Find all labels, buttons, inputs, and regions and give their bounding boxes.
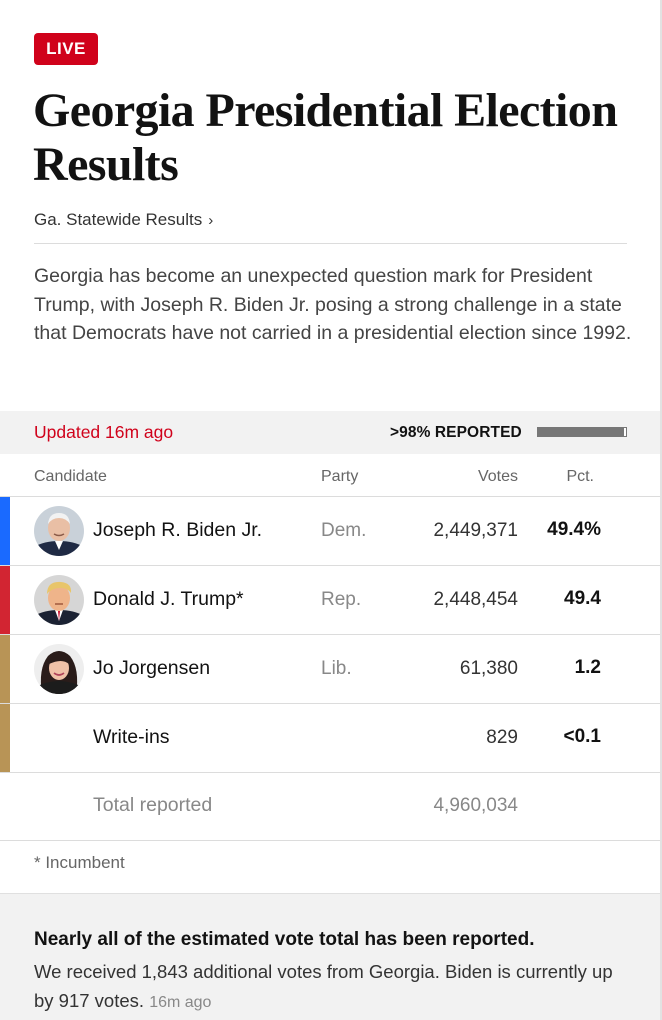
reporting-progress-bar [537, 427, 627, 437]
candidate-pct: 49.4 [564, 588, 601, 609]
total-label: Total reported [93, 794, 213, 816]
results-table-header: Candidate Party Votes Pct. [0, 455, 660, 497]
trump-photo-icon [34, 575, 84, 625]
status-bar: Updated 16m ago >98% REPORTED [0, 411, 660, 454]
chevron-right-icon: › [208, 211, 214, 229]
candidate-party: Lib. [321, 658, 352, 679]
update-timestamp: 16m ago [149, 994, 212, 1011]
candidate-party: Rep. [321, 589, 362, 610]
updated-timestamp: Updated 16m ago [34, 422, 174, 442]
candidate-pct: <0.1 [563, 726, 601, 747]
breadcrumb-label: Ga. Statewide Results [34, 210, 203, 229]
candidate-name: Jo Jorgensen [93, 657, 211, 679]
update-box: Nearly all of the estimated vote total h… [0, 893, 660, 1020]
column-header-pct: Pct. [566, 468, 594, 485]
jorgensen-photo-icon [34, 644, 84, 694]
party-color-strip [0, 566, 10, 634]
breadcrumb-link[interactable]: Ga. Statewide Results › [34, 210, 213, 230]
table-row: Write-ins 829 <0.1 [0, 704, 660, 773]
avatar [34, 644, 84, 694]
update-body: We received 1,843 additional votes from … [34, 957, 624, 1017]
reporting-progress-fill [538, 428, 625, 436]
summary-text: Georgia has become an unexpected questio… [34, 265, 632, 344]
candidate-name: Donald J. Trump* [93, 588, 244, 610]
page-edge-divider [660, 0, 662, 1020]
candidate-party: Dem. [321, 520, 367, 541]
column-header-party: Party [321, 468, 359, 485]
party-color-strip [0, 704, 10, 772]
section-divider [34, 243, 627, 244]
candidate-name: Joseph R. Biden Jr. [93, 519, 263, 541]
table-row: Joseph R. Biden Jr. Dem. 2,449,371 49.4% [0, 497, 660, 566]
candidate-votes: 2,448,454 [433, 589, 518, 610]
update-title: Nearly all of the estimated vote total h… [34, 929, 535, 950]
table-row: Donald J. Trump* Rep. 2,448,454 49.4 [0, 566, 660, 635]
column-header-votes: Votes [477, 468, 518, 485]
reported-label: >98% REPORTED [390, 424, 522, 441]
candidate-name: Write-ins [93, 726, 170, 748]
table-row: Jo Jorgensen Lib. 61,380 1.2 [0, 635, 660, 704]
avatar [34, 506, 84, 556]
candidate-votes: 829 [486, 727, 518, 748]
page-title: Georgia Presidential Election Results [33, 84, 618, 191]
candidate-votes: 61,380 [459, 658, 518, 679]
avatar [34, 575, 84, 625]
incumbent-footnote: * Incumbent [34, 853, 125, 872]
party-color-strip [0, 497, 10, 565]
total-row: Total reported 4,960,034 [0, 772, 660, 841]
candidate-votes: 2,449,371 [433, 520, 518, 541]
live-badge: LIVE [34, 33, 98, 65]
update-body-text: We received 1,843 additional votes from … [34, 961, 613, 1011]
column-header-candidate: Candidate [34, 468, 107, 485]
candidate-pct: 1.2 [574, 657, 601, 678]
candidate-pct: 49.4% [547, 519, 601, 540]
total-votes: 4,960,034 [433, 795, 518, 816]
biden-photo-icon [34, 506, 84, 556]
party-color-strip [0, 635, 10, 703]
